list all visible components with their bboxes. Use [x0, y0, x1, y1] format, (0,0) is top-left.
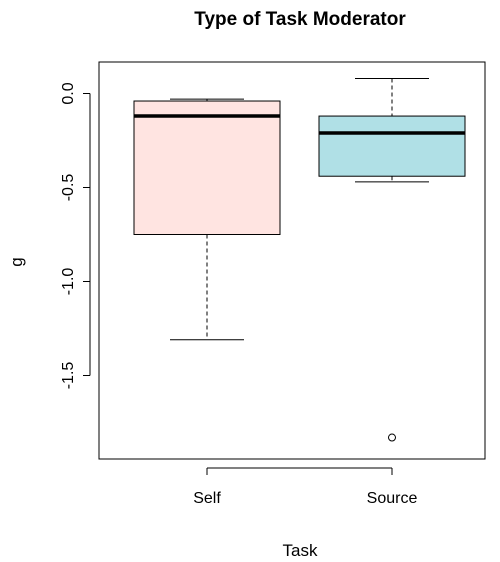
box-source — [318, 77, 466, 442]
x-tick-label: Self — [193, 490, 221, 507]
boxes — [133, 77, 466, 442]
chart-title: Type of Task Moderator — [194, 9, 406, 30]
y-tick-label: -1.0 — [60, 268, 77, 296]
x-axis: Self Source — [193, 467, 418, 507]
y-tick-label: 0.0 — [60, 82, 77, 104]
y-tick-label: -0.5 — [60, 174, 77, 202]
iqr-box — [133, 100, 281, 235]
y-tick-label: -1.5 — [60, 362, 77, 390]
plot-frame — [98, 61, 486, 460]
x-axis-label: Task — [283, 541, 318, 560]
outlier-point — [388, 433, 396, 442]
iqr-box — [318, 115, 466, 177]
y-axis-label: g — [7, 257, 26, 266]
x-tick-label: Source — [367, 490, 418, 507]
box-self — [133, 98, 281, 341]
y-axis: 0.0 -0.5 -1.0 -1.5 — [60, 82, 91, 390]
